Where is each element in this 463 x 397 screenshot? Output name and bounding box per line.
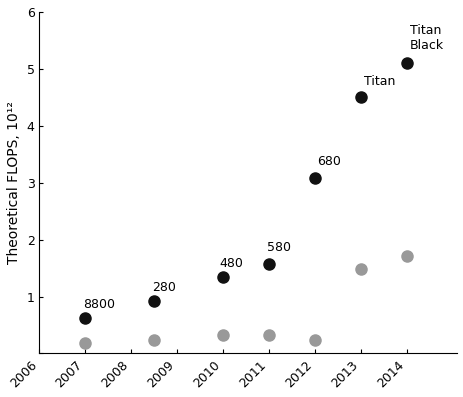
Y-axis label: Theoretical FLOPS, 10¹²: Theoretical FLOPS, 10¹² [7, 101, 21, 264]
Text: Titan
Black: Titan Black [409, 24, 444, 52]
Text: 580: 580 [266, 241, 290, 254]
Text: 280: 280 [151, 281, 175, 294]
Text: 480: 480 [219, 257, 243, 270]
Text: 680: 680 [316, 155, 340, 168]
Text: Titan: Titan [363, 75, 395, 88]
Text: 8800: 8800 [83, 298, 115, 311]
